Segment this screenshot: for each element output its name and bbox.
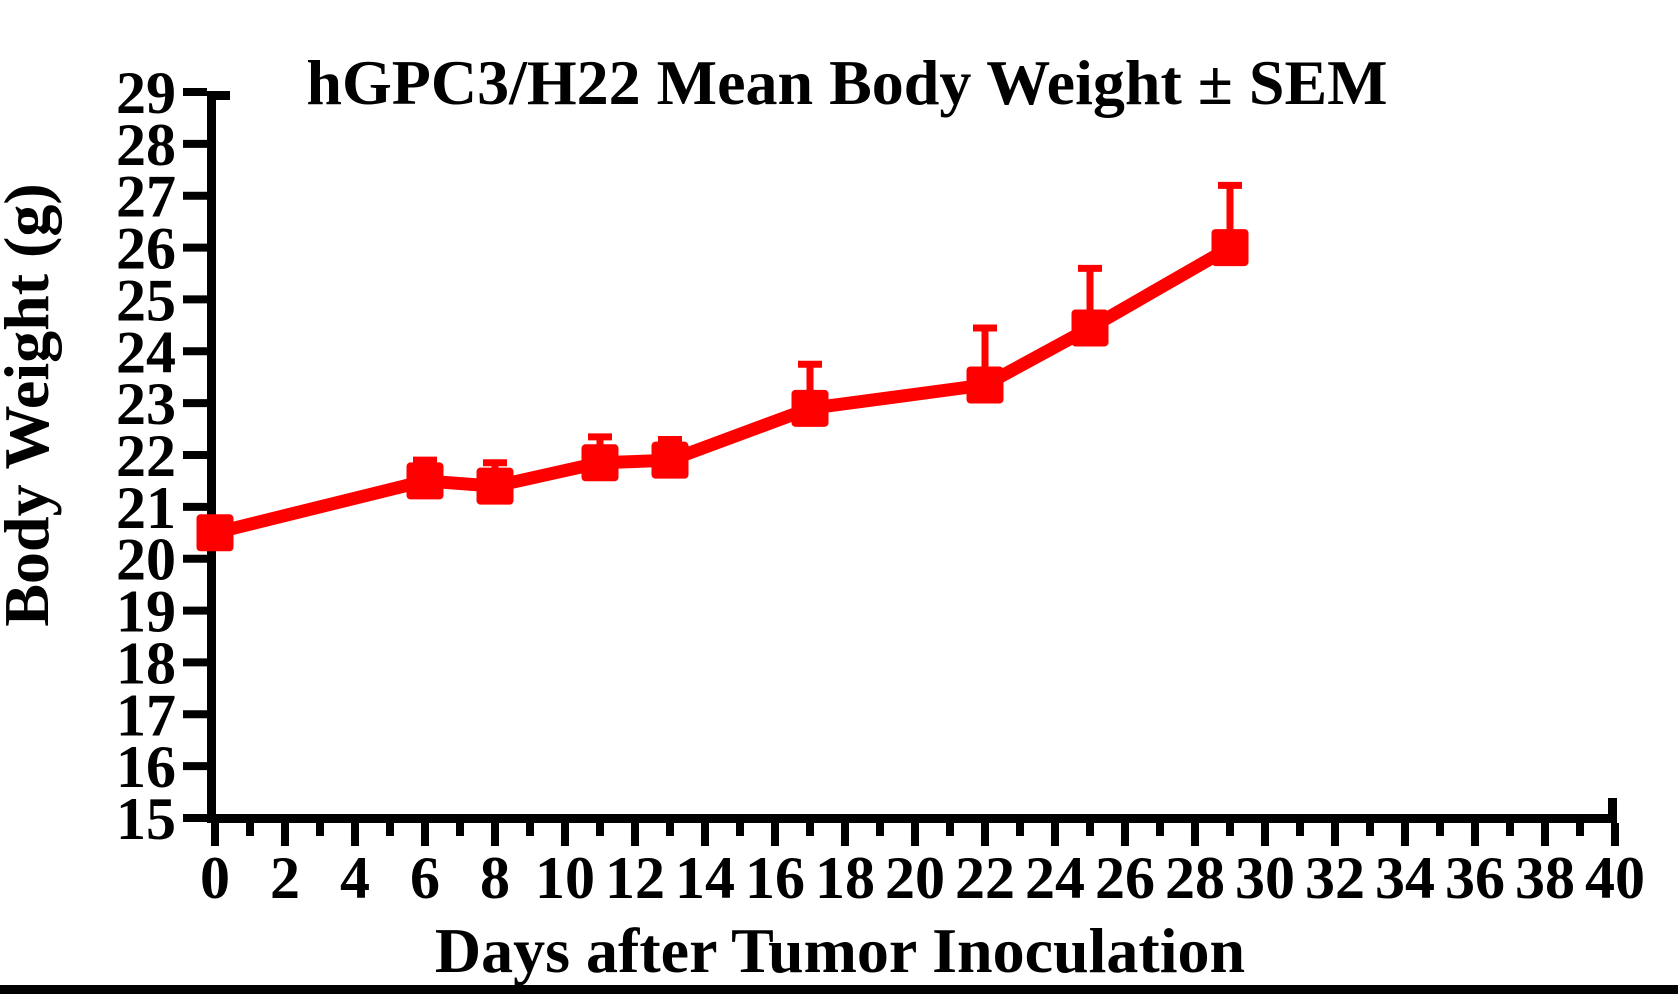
y-tick-label: 25 [116, 267, 176, 333]
data-point-marker [651, 441, 689, 479]
x-axis-label: Days after Tumor Inoculation [435, 915, 1245, 986]
data-point-marker [581, 444, 619, 482]
y-tick-label: 23 [116, 371, 176, 437]
x-tick-label: 22 [955, 845, 1015, 911]
x-tick-label: 4 [340, 845, 370, 911]
x-tick-label: 26 [1095, 845, 1155, 911]
axis-ticks [183, 88, 1619, 846]
data-point-marker [476, 467, 514, 505]
y-tick-label: 22 [116, 423, 176, 489]
x-tick-label: 6 [410, 845, 440, 911]
chart-title: hGPC3/H22 Mean Body Weight ± SEM [306, 47, 1387, 118]
bottom-bar [0, 985, 1678, 994]
data-point-marker [1071, 309, 1109, 347]
x-tick-label: 40 [1585, 845, 1645, 911]
data-point-marker [791, 389, 829, 427]
series-line [213, 241, 1234, 540]
x-tick-label: 24 [1025, 845, 1085, 911]
data-point-marker [1211, 229, 1249, 267]
y-tick-label: 15 [116, 786, 176, 852]
axes [207, 91, 1617, 823]
data-point-marker [196, 514, 234, 552]
y-tick-label: 16 [116, 734, 176, 800]
y-tick-label: 26 [116, 216, 176, 282]
y-tick-label: 24 [116, 319, 176, 385]
x-tick-label: 32 [1305, 845, 1365, 911]
y-tick-label: 18 [116, 630, 176, 696]
series-hgpc3-h22 [196, 181, 1249, 552]
x-tick-label: 0 [200, 845, 230, 911]
x-tick-label: 28 [1165, 845, 1225, 911]
x-tick-label: 36 [1445, 845, 1505, 911]
y-tick-label: 17 [116, 682, 176, 748]
y-tick-label: 29 [116, 60, 176, 126]
data-point-marker [966, 366, 1004, 404]
y-tick-label: 20 [116, 527, 176, 593]
y-tick-label: 27 [116, 164, 176, 230]
y-tick-label: 28 [116, 112, 176, 178]
x-tick-label: 16 [745, 845, 805, 911]
y-tick-label: 21 [116, 475, 176, 541]
x-tick-label: 18 [815, 845, 875, 911]
x-tick-label: 14 [675, 845, 735, 911]
x-tick-label: 8 [480, 845, 510, 911]
data-point-marker [406, 462, 444, 500]
x-tick-label: 10 [535, 845, 595, 911]
x-tick-label: 2 [270, 845, 300, 911]
x-tick-label: 20 [885, 845, 945, 911]
x-tick-label: 38 [1515, 845, 1575, 911]
x-tick-label: 30 [1235, 845, 1295, 911]
x-tick-label: 12 [605, 845, 665, 911]
y-tick-label: 19 [116, 579, 176, 645]
y-axis-label: Body Weight (g) [0, 183, 62, 626]
x-tick-label: 34 [1375, 845, 1435, 911]
